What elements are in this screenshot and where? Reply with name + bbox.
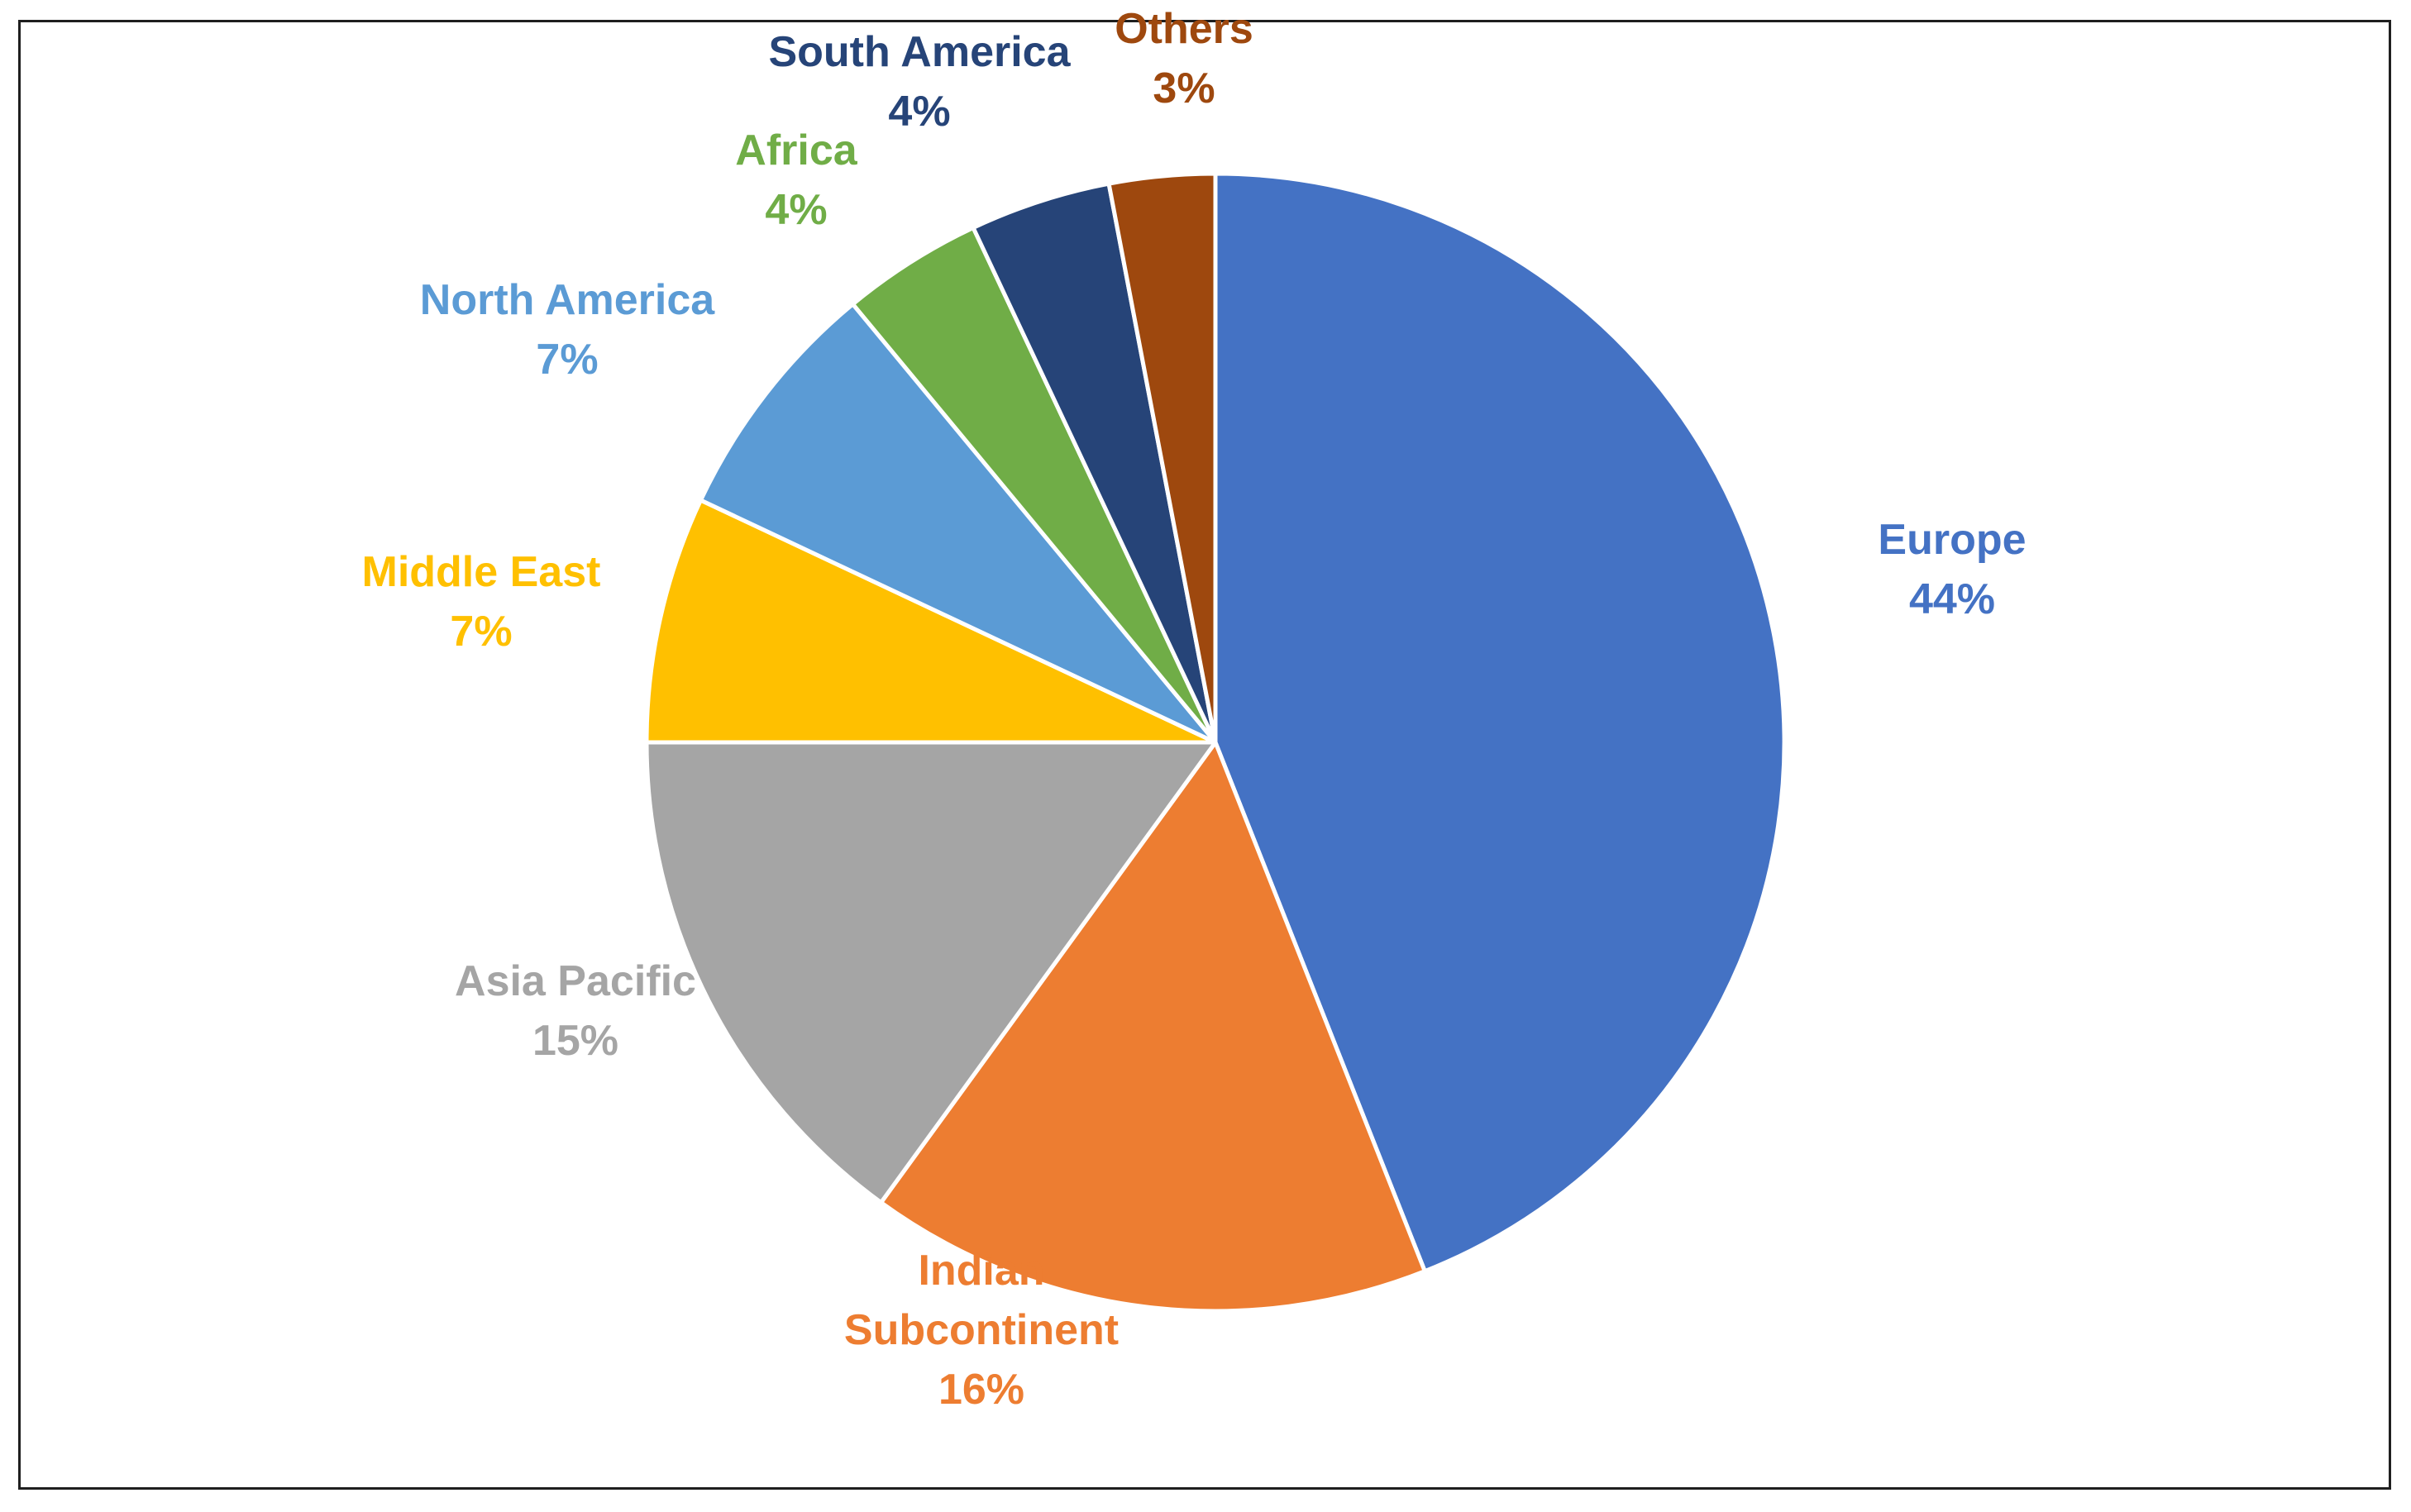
slice-value-label: 44%	[1909, 575, 1995, 623]
slice-value-label: 4%	[765, 186, 827, 234]
pie-slice-europe	[1213, 171, 1787, 1274]
slice-label-indian-subcontinent: Indian Subcontinent 16%	[844, 1247, 1119, 1414]
slice-value-label: 7%	[536, 336, 598, 384]
slice-value-label: 7%	[450, 608, 512, 656]
slice-name-label: Indian	[918, 1247, 1044, 1295]
slice-name-label: North America	[420, 276, 715, 324]
pie-labels: Europe 44% Indian Subcontinent 16% Asia Pacif…	[362, 5, 2027, 1414]
slice-name-label: Asia Pacific	[455, 957, 696, 1005]
slice-name-label: Others	[1115, 5, 1253, 53]
slice-name-label: Europe	[1878, 516, 2026, 564]
slice-value-label: 3%	[1153, 64, 1215, 112]
slice-label-asia-pacific: Asia Pacific 15%	[455, 957, 696, 1065]
slice-label-others: Others 3%	[1115, 5, 1253, 112]
pie-slice-north-america	[698, 302, 1218, 745]
slice-value-label: 16%	[938, 1366, 1024, 1414]
pie-slices	[644, 171, 1787, 1314]
slice-name-label: South America	[768, 28, 1071, 76]
slice-value-label: 15%	[532, 1017, 618, 1065]
slice-label-south-america: South America 4%	[768, 28, 1071, 136]
slice-value-label: 4%	[888, 88, 950, 136]
slice-name-label: Middle East	[362, 548, 601, 596]
pie-slice-others	[1106, 171, 1218, 745]
slice-label-europe: Europe 44%	[1878, 516, 2026, 623]
slice-name-label: Africa	[735, 126, 857, 174]
pie-slice-middle-east	[644, 498, 1218, 745]
slice-label-north-america: North America 7%	[420, 276, 715, 384]
slice-label-middle-east: Middle East 7%	[362, 548, 601, 656]
pie-slice-indian-subcontinent	[879, 740, 1427, 1314]
slice-label-africa: Africa 4%	[735, 126, 857, 234]
slice-name-label: Subcontinent	[844, 1306, 1119, 1354]
pie-slice-asia-pacific	[644, 740, 1218, 1205]
